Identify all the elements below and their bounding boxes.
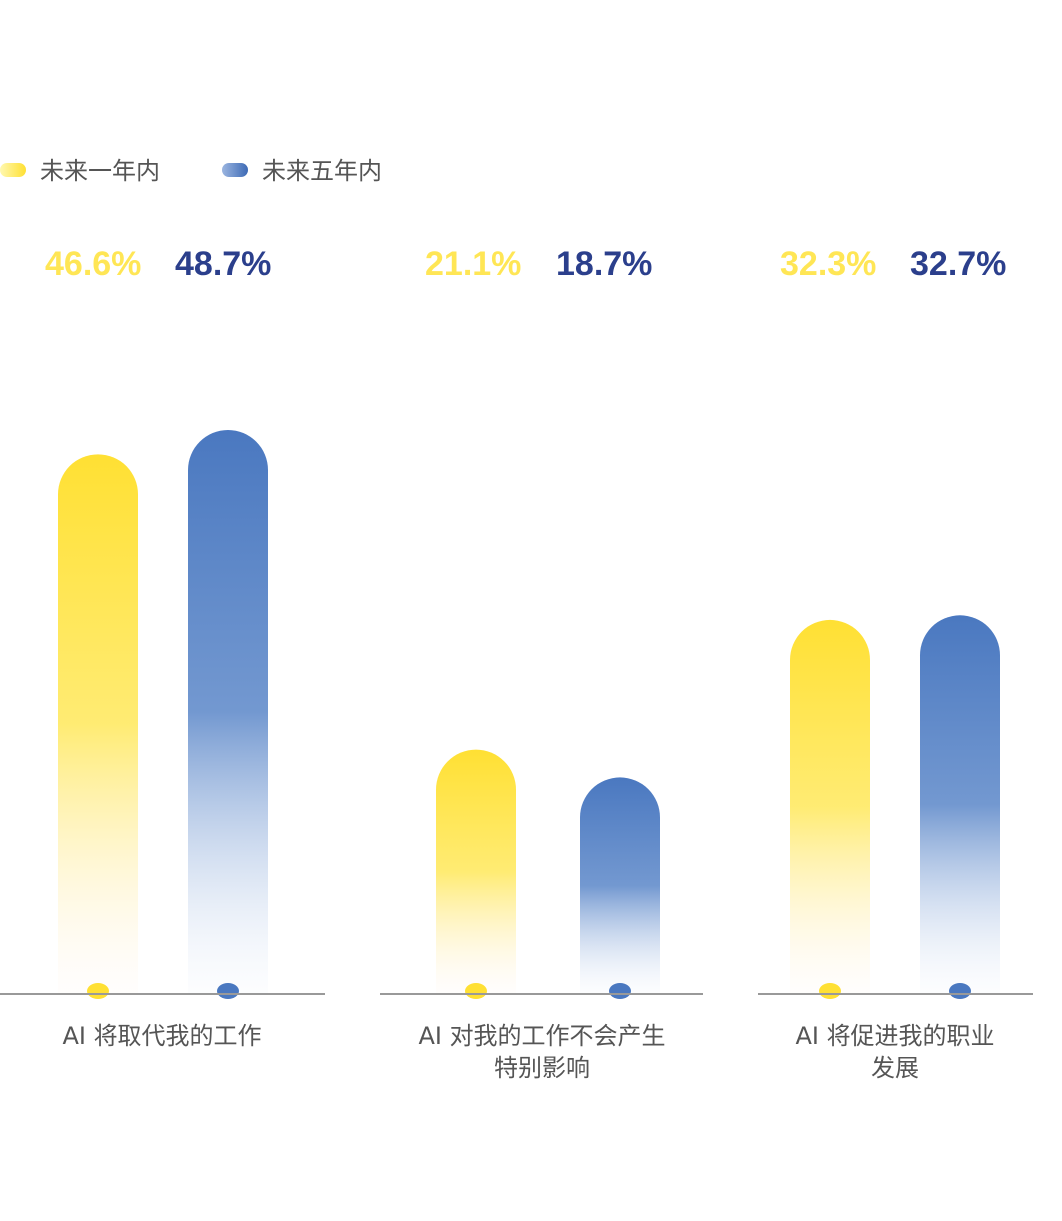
- legend-entry-series-1: 未来五年内: [222, 157, 382, 185]
- bar-base-dot-series-1-cat-1: [609, 983, 631, 999]
- bar-base-dot-series-0-cat-0: [87, 983, 109, 999]
- legend-swatch-series-1: [222, 163, 248, 177]
- legend-entry-series-0: 未来一年内: [0, 157, 160, 185]
- bar-series-1-cat-2: [920, 615, 1000, 994]
- value-label-series-1-cat-0: 48.7%: [175, 245, 271, 283]
- bar-series-1-cat-1: [580, 777, 660, 994]
- bar-base-dot-series-1-cat-2: [949, 983, 971, 999]
- value-labels-layer: 46.6% 48.7% 21.1% 18.7% 32.3% 32.7%: [45, 245, 1006, 283]
- category-label-2-line-1: 发展: [871, 1054, 919, 1082]
- bar-base-dot-series-0-cat-2: [819, 983, 841, 999]
- bar-series-0-cat-1: [436, 749, 516, 994]
- bars-layer: [58, 430, 1000, 999]
- legend-swatch-series-0: [0, 163, 26, 177]
- legend: 未来一年内 未来五年内: [0, 157, 382, 185]
- value-label-series-1-cat-2: 32.7%: [910, 245, 1006, 283]
- category-label-2-line-0: AI 将促进我的职业: [795, 1022, 994, 1050]
- bar-series-0-cat-2: [790, 619, 870, 994]
- bar-series-1-cat-0: [188, 430, 268, 994]
- value-label-series-0-cat-1: 21.1%: [425, 245, 521, 283]
- legend-label-series-1: 未来五年内: [262, 157, 382, 185]
- category-label-1-line-0: AI 对我的工作不会产生: [418, 1022, 665, 1050]
- value-label-series-0-cat-0: 46.6%: [45, 245, 141, 283]
- bar-series-0-cat-0: [58, 454, 138, 995]
- bar-base-dot-series-0-cat-1: [465, 983, 487, 999]
- value-label-series-0-cat-2: 32.3%: [780, 245, 876, 283]
- bar-base-dot-series-1-cat-0: [217, 983, 239, 999]
- value-label-series-1-cat-1: 18.7%: [556, 245, 652, 283]
- category-label-0-line-0: AI 将取代我的工作: [62, 1022, 261, 1050]
- category-label-1-line-1: 特别影响: [494, 1054, 590, 1082]
- legend-label-series-0: 未来一年内: [40, 157, 160, 185]
